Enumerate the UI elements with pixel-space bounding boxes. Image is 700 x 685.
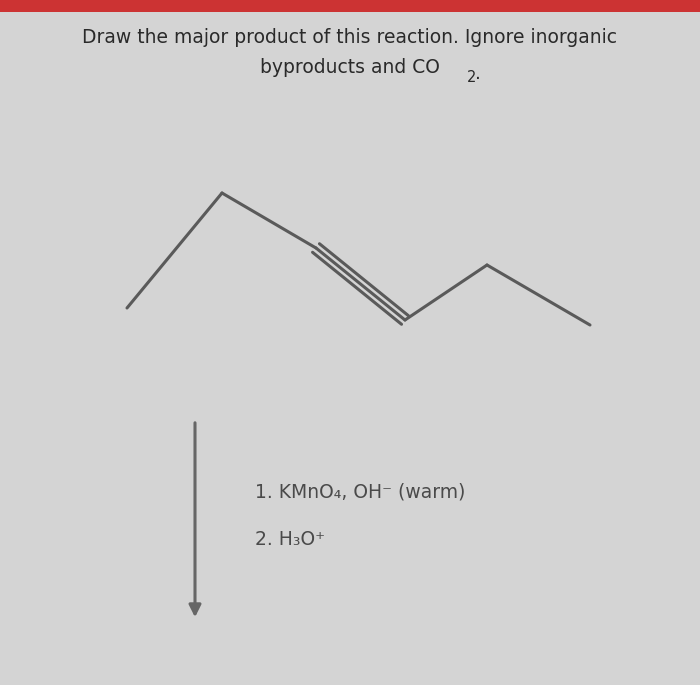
Text: .: . [475, 64, 481, 83]
Text: 1. KMnO₄, OH⁻ (warm): 1. KMnO₄, OH⁻ (warm) [255, 482, 466, 501]
Bar [0, 0, 700, 12]
Text: 2: 2 [467, 71, 476, 85]
Text: Draw the major product of this reaction. Ignore inorganic: Draw the major product of this reaction.… [83, 28, 617, 47]
Text: byproducts and CO: byproducts and CO [260, 58, 440, 77]
Text: 2. H₃O⁺: 2. H₃O⁺ [255, 530, 325, 549]
